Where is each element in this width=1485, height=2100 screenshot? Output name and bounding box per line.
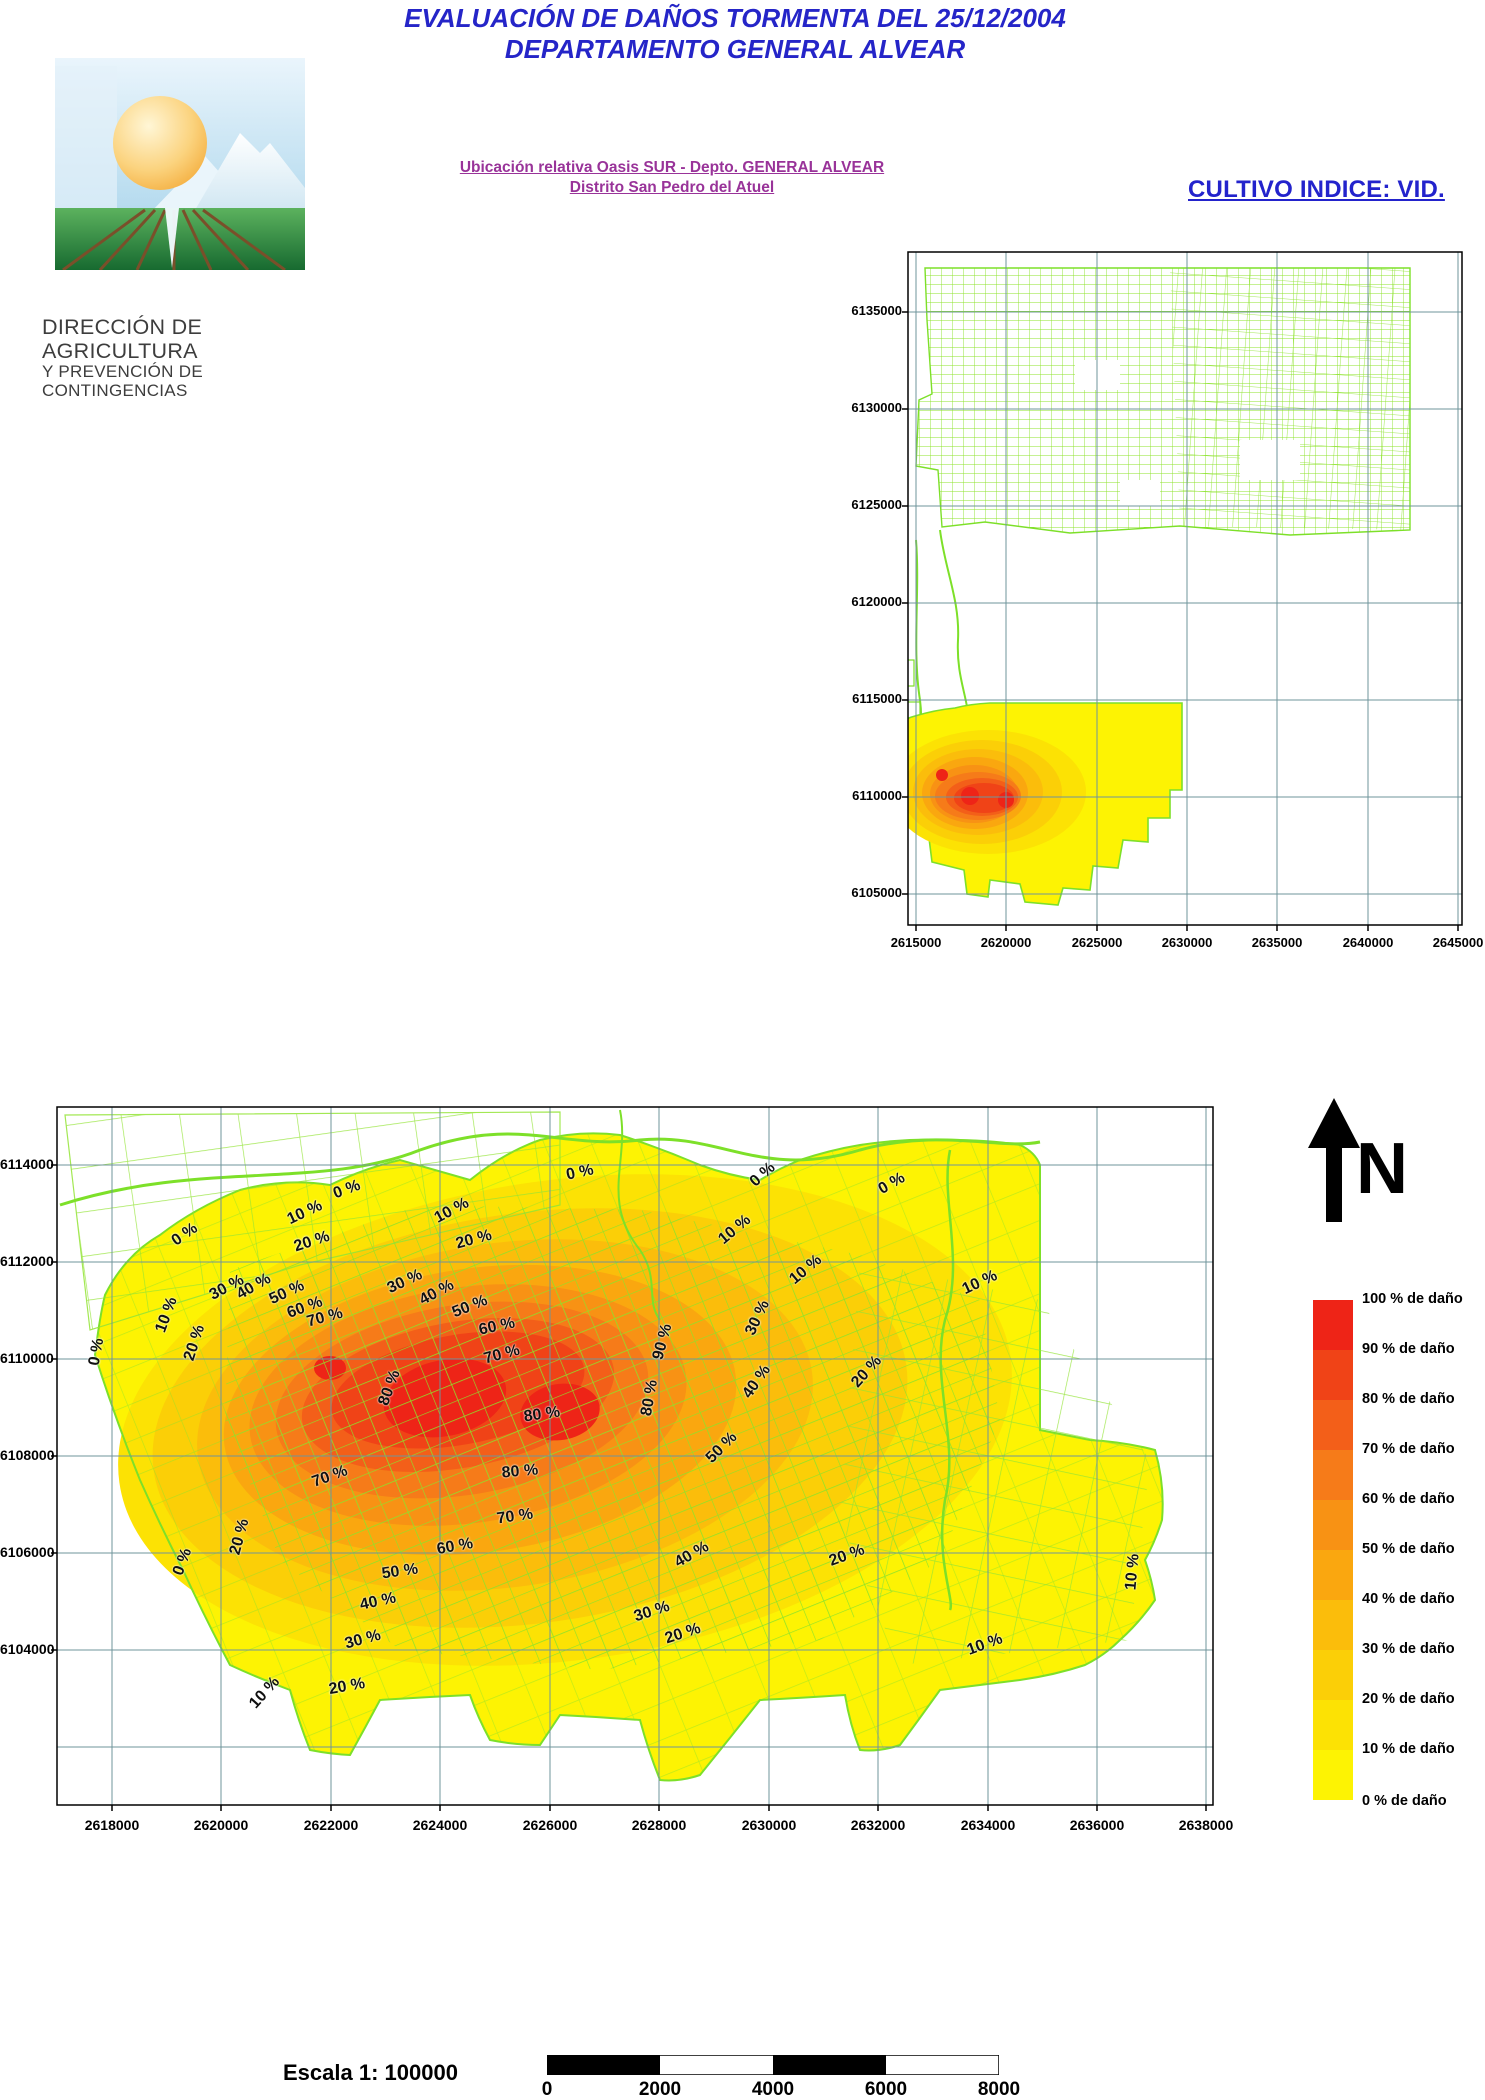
x-tick-label: 2626000 xyxy=(522,1817,578,1833)
agency-logo xyxy=(55,58,305,270)
legend-label: 70 % de daño xyxy=(1362,1441,1455,1457)
x-tick-label: 2636000 xyxy=(1069,1817,1125,1833)
x-tick-label: 2618000 xyxy=(84,1817,140,1833)
y-tick-label: 6115000 xyxy=(852,691,902,706)
y-tick-label: 6125000 xyxy=(851,497,902,512)
agency-name: DIRECCIÓN DE AGRICULTURA Y PREVENCIÓN DE… xyxy=(42,315,342,401)
y-tick-label: 6104000 xyxy=(0,1641,55,1657)
scale-bar xyxy=(547,2055,999,2075)
y-tick-label: 6120000 xyxy=(851,594,902,609)
legend-label: 40 % de daño xyxy=(1362,1591,1455,1607)
overview-axis-ticks xyxy=(902,311,1459,931)
page-title-line2: DEPARTAMENTO GENERAL ALVEAR xyxy=(504,34,966,64)
x-tick-label: 2624000 xyxy=(412,1817,468,1833)
location-note: Ubicación relativa Oasis SUR - Depto. GE… xyxy=(412,158,932,198)
contour-label: 10 % xyxy=(1122,1553,1143,1591)
scale-tick: 8000 xyxy=(977,2079,1021,2100)
x-tick-label: 2640000 xyxy=(1342,935,1394,950)
logo-furrow-lines xyxy=(62,208,286,270)
legend-color-ramp xyxy=(1313,1300,1353,1800)
scale-tick: 4000 xyxy=(751,2079,795,2100)
x-tick-label: 2628000 xyxy=(631,1817,687,1833)
y-tick-label: 6130000 xyxy=(851,400,902,415)
legend-label: 80 % de daño xyxy=(1362,1391,1455,1407)
legend-label: 60 % de daño xyxy=(1362,1491,1455,1507)
damage-legend: 100 % de daño 90 % de daño 80 % de daño … xyxy=(1308,1288,1485,1818)
north-arrow-icon xyxy=(1308,1098,1360,1222)
logo-sun-icon xyxy=(113,96,207,190)
main-parcel-mesh xyxy=(64,1111,1164,1782)
legend-label: 20 % de daño xyxy=(1362,1691,1455,1707)
legend-label: 50 % de daño xyxy=(1362,1541,1455,1557)
x-tick-label: 2635000 xyxy=(1251,935,1303,950)
y-tick-label: 6106000 xyxy=(0,1544,55,1560)
x-tick-label: 2620000 xyxy=(980,935,1032,950)
overview-map: 6135000 6130000 6125000 6120000 6115000 … xyxy=(820,230,1485,975)
x-tick-label: 2632000 xyxy=(850,1817,906,1833)
main-map-canvas xyxy=(51,1106,1214,1811)
page-title: EVALUACIÓN DE DAÑOS TORMENTA DEL 25/12/2… xyxy=(315,3,1155,65)
main-map-border xyxy=(56,1106,1214,1806)
overview-gridlines xyxy=(908,252,1462,925)
page-title-line1: EVALUACIÓN DE DAÑOS TORMENTA DEL 25/12/2… xyxy=(404,3,1066,33)
overview-damage-blob xyxy=(908,702,1183,906)
contour-label: 80 % xyxy=(501,1461,539,1482)
north-indicator: N xyxy=(1300,1098,1450,1233)
y-tick-label: 6114000 xyxy=(0,1156,54,1172)
x-tick-label: 2622000 xyxy=(303,1817,359,1833)
scale-tick: 0 xyxy=(541,2079,553,2100)
x-tick-label: 2630000 xyxy=(741,1817,797,1833)
x-tick-label: 2638000 xyxy=(1178,1817,1234,1833)
x-tick-label: 2634000 xyxy=(960,1817,1016,1833)
agency-name-line2: Y PREVENCIÓN DE CONTINGENCIAS xyxy=(42,362,204,400)
crop-index-title: CULTIVO INDICE: VID. xyxy=(1188,176,1445,203)
y-tick-label: 6135000 xyxy=(851,303,902,318)
agency-name-line1: DIRECCIÓN DE AGRICULTURA xyxy=(42,315,203,363)
main-axis-ticks xyxy=(51,1164,1207,1811)
location-note-line2: Distrito San Pedro del Atuel xyxy=(569,179,775,196)
legend-label: 90 % de daño xyxy=(1362,1341,1455,1357)
y-tick-label: 6112000 xyxy=(0,1253,54,1269)
legend-label: 30 % de daño xyxy=(1362,1641,1455,1657)
logo-glacier-wedge xyxy=(165,208,179,268)
location-note-line1: Ubicación relativa Oasis SUR - Depto. GE… xyxy=(459,159,885,176)
scale-tick: 6000 xyxy=(864,2079,908,2100)
x-tick-label: 2630000 xyxy=(1161,935,1213,950)
y-tick-label: 6110000 xyxy=(852,788,902,803)
logo-field xyxy=(55,208,305,270)
overview-parcel-mesh xyxy=(915,267,1411,536)
main-gridlines xyxy=(57,1107,1213,1805)
legend-label: 0 % de daño xyxy=(1362,1793,1447,1809)
main-channels xyxy=(59,1109,1041,1611)
overview-map-canvas xyxy=(902,251,1463,931)
overview-map-border xyxy=(907,251,1463,926)
y-tick-label: 6108000 xyxy=(0,1447,55,1463)
x-tick-label: 2620000 xyxy=(193,1817,249,1833)
legend-label: 10 % de daño xyxy=(1362,1741,1455,1757)
y-tick-label: 6105000 xyxy=(851,885,902,900)
legend-label: 100 % de daño xyxy=(1362,1291,1463,1307)
main-map: 6114000 6112000 6110000 6108000 6106000 … xyxy=(0,1090,1260,1860)
x-tick-label: 2615000 xyxy=(890,935,942,950)
scale-label: Escala 1: 100000 xyxy=(283,2060,458,2085)
x-tick-label: 2625000 xyxy=(1071,935,1123,950)
north-label: N xyxy=(1356,1129,1408,1209)
y-tick-label: 6110000 xyxy=(0,1350,54,1366)
scale-tick: 2000 xyxy=(638,2079,682,2100)
x-tick-label: 2645000 xyxy=(1432,935,1484,950)
logo-mountain-icon xyxy=(195,133,305,213)
logo-sky-band xyxy=(55,66,117,213)
